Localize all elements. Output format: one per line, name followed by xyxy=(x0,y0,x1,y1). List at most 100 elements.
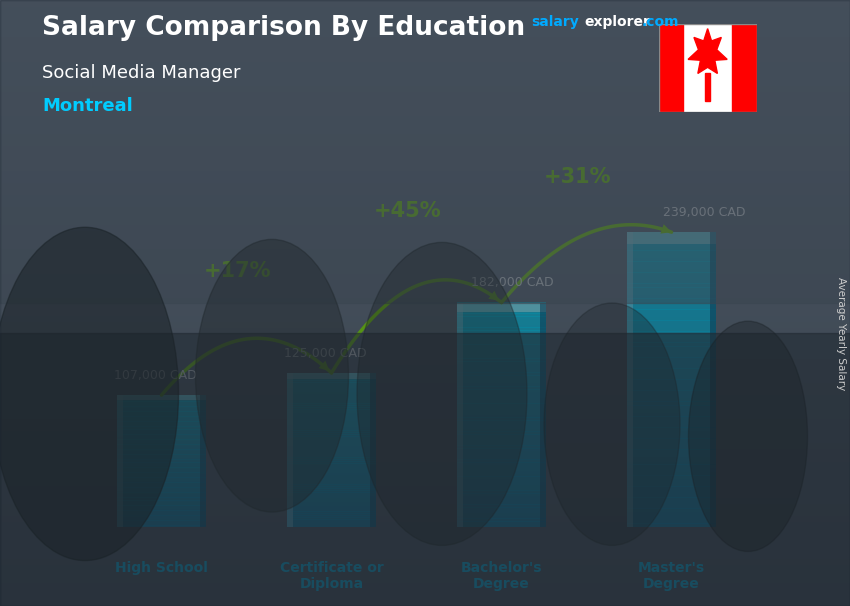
Bar xyxy=(627,276,716,280)
Bar xyxy=(627,475,716,479)
Bar xyxy=(627,471,716,476)
Text: Social Media Manager: Social Media Manager xyxy=(42,64,241,82)
Bar xyxy=(287,510,376,512)
Bar xyxy=(117,512,206,514)
Bar xyxy=(457,507,546,510)
Text: Montreal: Montreal xyxy=(42,97,133,115)
Bar xyxy=(457,510,546,513)
Bar xyxy=(117,451,206,453)
Text: High School: High School xyxy=(115,561,208,574)
Bar xyxy=(457,308,546,311)
Text: +17%: +17% xyxy=(204,261,272,281)
Bar xyxy=(117,441,206,443)
Bar xyxy=(117,415,206,416)
Bar xyxy=(0,0,850,303)
Bar xyxy=(457,420,546,424)
Bar xyxy=(627,438,716,442)
Bar xyxy=(457,398,546,401)
Bar xyxy=(627,317,716,321)
Bar xyxy=(627,239,716,243)
Bar xyxy=(457,406,546,409)
Bar xyxy=(287,508,376,510)
Bar xyxy=(117,481,206,482)
Bar xyxy=(117,418,206,420)
Bar xyxy=(287,513,376,516)
Bar xyxy=(457,302,546,311)
Bar xyxy=(457,521,546,524)
Bar xyxy=(287,487,376,488)
Bar xyxy=(627,394,716,398)
Bar xyxy=(457,344,546,347)
Bar xyxy=(287,373,376,379)
Bar xyxy=(287,388,376,390)
Bar xyxy=(627,232,632,527)
Bar xyxy=(457,389,546,393)
Bar xyxy=(627,442,716,446)
Bar xyxy=(627,265,716,269)
Bar xyxy=(287,378,376,381)
Bar xyxy=(457,465,546,468)
Bar xyxy=(627,402,716,405)
Bar xyxy=(287,448,376,450)
Bar xyxy=(117,458,206,459)
Text: salary: salary xyxy=(531,15,579,29)
Bar xyxy=(287,465,376,467)
Bar xyxy=(117,484,206,486)
Ellipse shape xyxy=(357,242,527,545)
Bar xyxy=(287,386,376,388)
Bar xyxy=(117,438,206,440)
Bar xyxy=(457,316,546,319)
Bar xyxy=(117,462,206,464)
Text: +45%: +45% xyxy=(374,201,442,221)
Bar xyxy=(457,513,546,516)
Bar xyxy=(627,353,716,358)
Bar xyxy=(457,445,546,448)
Bar xyxy=(627,457,716,461)
Bar xyxy=(287,446,376,448)
Bar xyxy=(457,319,546,322)
Bar xyxy=(287,488,376,491)
Bar xyxy=(287,430,376,433)
Bar xyxy=(287,421,376,423)
Bar xyxy=(287,396,376,398)
Bar xyxy=(117,510,206,512)
Bar xyxy=(117,485,206,488)
Bar xyxy=(457,473,546,477)
Bar xyxy=(627,321,716,324)
Bar xyxy=(627,243,716,247)
Bar xyxy=(627,339,716,343)
Bar xyxy=(117,400,206,402)
Bar xyxy=(287,523,376,525)
Bar xyxy=(457,476,546,479)
Bar xyxy=(627,446,716,450)
Bar xyxy=(117,515,206,518)
Bar xyxy=(627,368,716,372)
Bar xyxy=(287,436,376,439)
Polygon shape xyxy=(688,28,727,73)
Bar xyxy=(457,325,546,328)
Bar xyxy=(627,232,716,244)
Bar xyxy=(627,350,716,354)
Bar xyxy=(627,479,716,483)
Bar xyxy=(117,482,206,484)
Bar xyxy=(627,247,716,251)
Bar xyxy=(287,458,376,460)
Ellipse shape xyxy=(544,303,680,545)
Bar xyxy=(117,419,206,422)
Bar xyxy=(287,519,376,521)
Bar xyxy=(627,365,716,368)
Bar xyxy=(287,469,376,471)
Bar xyxy=(627,379,716,384)
Bar xyxy=(627,487,716,490)
Bar xyxy=(627,232,716,236)
Bar xyxy=(287,444,376,446)
Bar xyxy=(287,498,376,500)
Bar xyxy=(627,291,716,295)
Bar xyxy=(287,442,376,444)
Bar xyxy=(457,431,546,435)
Text: Salary Comparison By Education: Salary Comparison By Education xyxy=(42,15,525,41)
Bar xyxy=(117,428,206,430)
Text: Bachelor's
Degree: Bachelor's Degree xyxy=(461,561,542,591)
Bar xyxy=(627,390,716,395)
Bar xyxy=(117,426,206,428)
